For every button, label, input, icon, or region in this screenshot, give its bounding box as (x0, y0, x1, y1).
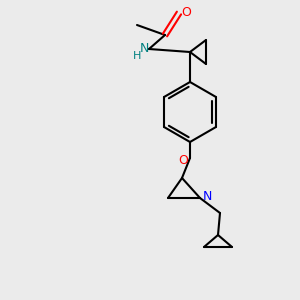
Text: O: O (178, 154, 188, 166)
Text: N: N (202, 190, 212, 203)
Text: N: N (139, 43, 149, 56)
Text: H: H (133, 51, 141, 61)
Text: O: O (181, 5, 191, 19)
